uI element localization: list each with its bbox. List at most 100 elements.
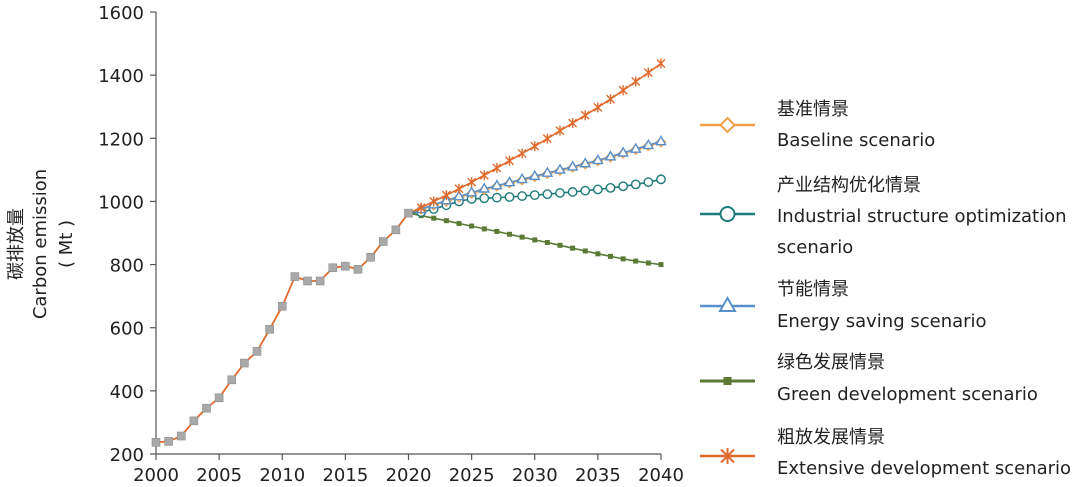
legend-item-extensive[interactable]: 粗放发展情景 Extensive development scenario [700, 427, 1071, 479]
y-axis-title-unit: ( Mt ) [56, 220, 77, 268]
point-industrial [605, 182, 616, 193]
point-energy [528, 169, 541, 181]
point-green [658, 262, 664, 268]
point-energy [579, 157, 592, 168]
point-historical [315, 276, 325, 286]
point-historical [277, 301, 287, 311]
point-extensive [479, 170, 489, 181]
point-green [481, 226, 487, 232]
x-ticks: 2000 2005 2010 2015 2020 2025 2030 2035 2040 [133, 454, 684, 486]
point-extensive [593, 102, 603, 113]
point-extensive [441, 190, 451, 201]
legend-label-industrial-en-1: Industrial structure optimization [777, 206, 1067, 227]
point-energy [491, 179, 503, 190]
legend-label-green-en: Green development scenario [777, 384, 1038, 405]
point-energy [453, 189, 465, 201]
y-tick-label: 200 [110, 445, 144, 466]
circle-marker-icon [719, 206, 736, 222]
point-historical [290, 272, 300, 281]
point-industrial [504, 192, 515, 202]
legend-item-green[interactable]: 绿色发展情景 Green development scenario [700, 352, 1038, 405]
point-energy [642, 138, 655, 150]
point-green [544, 239, 550, 245]
point-historical [202, 403, 211, 413]
legend-item-industrial[interactable]: 产业结构优化情景 Industrial structure optimizati… [700, 175, 1067, 258]
point-industrial [618, 181, 629, 192]
point-energy [554, 163, 566, 174]
point-green [494, 228, 500, 234]
point-green [456, 221, 462, 227]
point-historical [391, 225, 401, 235]
point-green [532, 237, 538, 243]
point-industrial [542, 189, 553, 200]
point-green [633, 258, 639, 264]
y-axis-title: 碳排放量 Carbon emission ( Mt ) [6, 169, 77, 319]
point-green [645, 260, 651, 266]
x-tick-label: 2005 [196, 465, 242, 486]
point-extensive [492, 162, 502, 173]
point-industrial [517, 191, 528, 201]
legend-label-baseline-en: Baseline scenario [777, 130, 935, 151]
point-historical [227, 375, 237, 385]
point-historical [328, 263, 338, 273]
point-green [469, 223, 475, 229]
point-historical [240, 358, 249, 368]
point-historical [189, 416, 199, 426]
point-industrial [491, 192, 502, 203]
point-green [570, 245, 576, 251]
point-extensive [656, 58, 666, 69]
point-green [431, 215, 437, 221]
legend-item-energy[interactable]: 节能情景 Energy saving scenario [700, 279, 987, 332]
point-energy [503, 176, 516, 187]
point-extensive [606, 94, 615, 105]
triangle-marker-icon [718, 295, 737, 312]
point-energy [516, 172, 528, 184]
point-extensive [631, 76, 641, 87]
point-green [519, 234, 525, 240]
point-industrial [630, 179, 641, 190]
point-extensive [643, 67, 653, 78]
point-industrial [479, 193, 490, 204]
x-tick-label: 2000 [133, 465, 179, 486]
point-extensive [429, 196, 439, 207]
point-historical [353, 265, 363, 274]
x-tick-label: 2010 [259, 465, 305, 486]
legend-label-baseline-zh: 基准情景 [777, 99, 849, 120]
point-extensive [568, 118, 578, 129]
legend: 基准情景 Baseline scenario 产业结构优化情景 Industri… [700, 99, 1071, 479]
y-tick-label: 600 [110, 319, 144, 340]
legend-item-baseline[interactable]: 基准情景 Baseline scenario [700, 99, 935, 151]
point-extensive [454, 183, 464, 194]
legend-label-extensive-zh: 粗放发展情景 [777, 427, 885, 448]
y-axis-title-en: Carbon emission [30, 169, 51, 319]
point-historical [151, 438, 161, 447]
y-axis-title-zh: 碳排放量 [6, 208, 27, 280]
point-historical [214, 393, 224, 403]
point-industrial [643, 177, 654, 188]
point-green [557, 242, 563, 248]
y-tick-label: 800 [110, 256, 144, 277]
point-industrial [580, 185, 591, 196]
point-extensive [517, 148, 527, 159]
point-green [507, 231, 512, 237]
x-tick-label: 2025 [449, 465, 495, 486]
point-extensive [530, 141, 540, 152]
point-energy [655, 135, 667, 146]
point-extensive [505, 155, 514, 166]
point-historical [303, 276, 312, 286]
point-historical [265, 324, 274, 334]
point-industrial [656, 174, 666, 185]
point-extensive [618, 85, 628, 96]
diamond-marker-icon [719, 116, 736, 134]
y-tick-label: 1600 [98, 3, 144, 24]
point-energy [629, 142, 642, 153]
legend-label-extensive-en: Extensive development scenario [777, 458, 1071, 479]
y-tick-label: 400 [110, 382, 144, 403]
x-tick-label: 2035 [575, 465, 621, 486]
x-tick-label: 2015 [322, 465, 368, 486]
series-line-historical [155, 212, 410, 444]
point-historical [404, 208, 413, 218]
point-energy [566, 160, 579, 171]
point-historical [164, 437, 173, 446]
